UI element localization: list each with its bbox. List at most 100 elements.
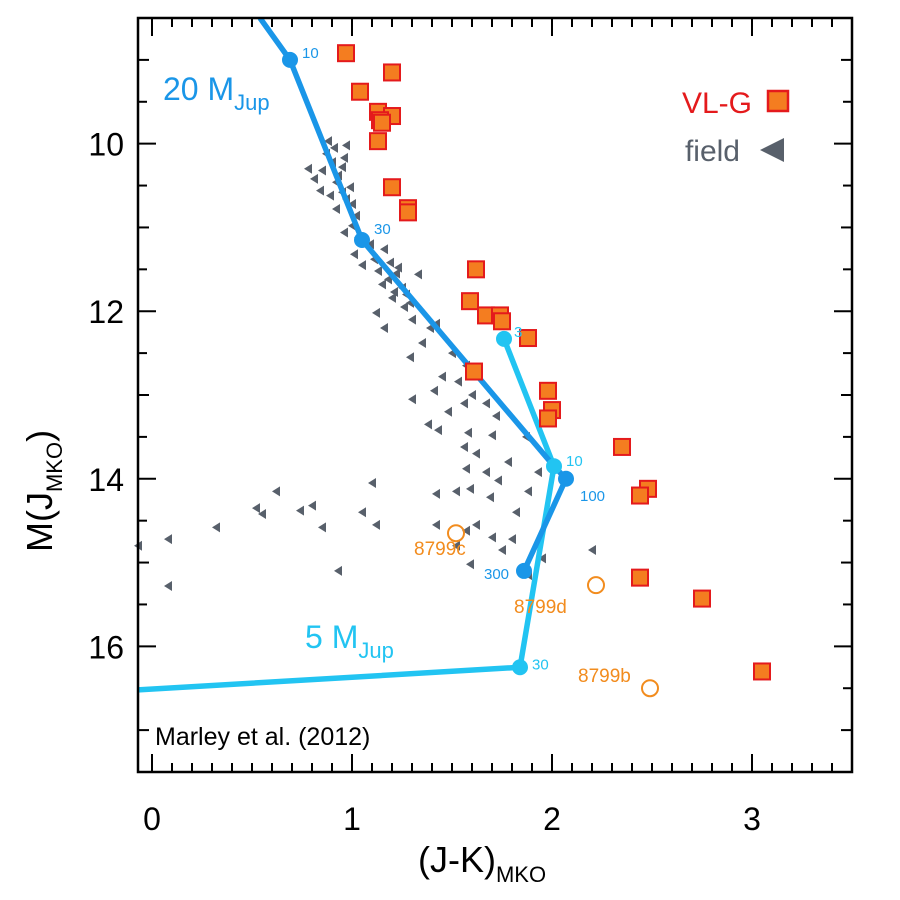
- field-point: [366, 239, 374, 250]
- field-point: [348, 198, 356, 209]
- field-point: [358, 260, 366, 271]
- field-point: [380, 244, 388, 255]
- field-point: [454, 376, 462, 387]
- plot-frame: [136, 16, 854, 774]
- field-point: [380, 322, 388, 333]
- field-point: [418, 338, 426, 349]
- field-point: [482, 398, 490, 409]
- y-tick-label: 10: [88, 127, 124, 163]
- vlg-point: [631, 568, 649, 587]
- field-point: [272, 486, 280, 497]
- field-point: [296, 505, 304, 516]
- track5-label-sub: Jup: [358, 638, 393, 663]
- field-point: [486, 492, 494, 503]
- y-axis-title-sub: MKO: [42, 442, 67, 492]
- field-point: [524, 486, 532, 497]
- track20-age-label: 10: [302, 45, 319, 62]
- field-point: [452, 486, 460, 497]
- x-tick-label: 3: [743, 801, 761, 837]
- track20-age-label: 100: [580, 488, 605, 505]
- field-point: [392, 268, 400, 279]
- field-point: [464, 427, 472, 438]
- field-point: [472, 448, 480, 459]
- vlg-point: [337, 44, 355, 63]
- annotations: 10 30 100 300 3 10 30 8799c 8799d 8799b: [302, 45, 631, 687]
- field-point: [488, 430, 496, 441]
- field-point: [588, 544, 596, 555]
- track20-age-marker: [516, 562, 532, 579]
- field-point: [400, 302, 408, 313]
- field-point: [468, 390, 476, 400]
- y-tick-label: 14: [88, 462, 124, 498]
- y-tick-label: 16: [88, 629, 124, 665]
- field-point: [414, 269, 422, 280]
- track5-age-marker: [496, 330, 512, 347]
- x-axis-title-sub: MKO: [496, 862, 546, 887]
- track20-age-marker: [558, 470, 574, 487]
- field-point: [308, 500, 316, 511]
- vlg-point: [467, 260, 485, 279]
- field-point: [504, 457, 512, 468]
- track5-age-label: 30: [532, 656, 549, 673]
- field-point: [374, 266, 382, 277]
- hr8799-point: [587, 576, 605, 595]
- vlg-point: [383, 63, 401, 82]
- field-point: [346, 182, 354, 193]
- hr8799-label: 8799c: [414, 539, 466, 560]
- field-point: [324, 136, 332, 147]
- track5-age-marker: [546, 458, 562, 475]
- field-point: [424, 419, 432, 430]
- field-point: [444, 406, 452, 417]
- track5-label-main: 5 M: [305, 619, 358, 655]
- track5-age-label: 10: [566, 453, 583, 470]
- vlg-point: [539, 381, 557, 400]
- vlg-point: [693, 589, 711, 608]
- vlg-point: [373, 113, 391, 132]
- field-point: [534, 467, 542, 478]
- field-point: [352, 210, 360, 221]
- field-point: [508, 534, 516, 545]
- field-point: [164, 534, 172, 545]
- field-point: [378, 279, 386, 290]
- track20-age-label: 30: [374, 221, 391, 238]
- track5-label: 5 MJup: [305, 619, 394, 663]
- y-axis-title: M(JMKO): [19, 430, 67, 552]
- field-point: [408, 314, 416, 325]
- vlg-point: [383, 178, 401, 197]
- field-point: [330, 142, 338, 153]
- field-point: [310, 173, 318, 184]
- hr8799-label: 8799d: [514, 597, 567, 618]
- field-point: [252, 503, 260, 514]
- field-point: [386, 257, 394, 268]
- x-axis-title-main: (J-K): [418, 839, 496, 880]
- vlg-point: [539, 409, 557, 428]
- x-tick-label: 2: [543, 801, 561, 837]
- field-point: [318, 165, 326, 176]
- field-point: [466, 559, 474, 570]
- track20-age-marker: [282, 51, 298, 68]
- field-point: [342, 140, 350, 151]
- legend-marker-field: [760, 138, 784, 162]
- model-tracks: [138, 18, 574, 693]
- track20-age-label: 300: [484, 566, 509, 583]
- field-point: [338, 162, 346, 173]
- vlg-point: [465, 362, 483, 381]
- field-point: [350, 249, 358, 260]
- legend-label-field: field: [685, 135, 740, 168]
- track20-label: 20 MJup: [163, 71, 270, 115]
- field-point: [462, 525, 470, 536]
- vlg-point: [399, 203, 417, 222]
- field-point: [212, 522, 220, 533]
- field-point: [388, 292, 396, 303]
- field-point: [372, 519, 380, 530]
- hr8799-point: [447, 524, 465, 543]
- field-point: [460, 441, 468, 452]
- y-axis-title-main: M(J: [19, 492, 60, 552]
- field-point: [164, 581, 172, 592]
- x-axis-title: (J-K)MKO: [418, 839, 546, 887]
- track5-age-label: 3: [514, 324, 522, 341]
- field-point: [334, 565, 342, 576]
- track20-label-main: 20 M: [163, 71, 234, 107]
- vlg-point: [493, 312, 511, 331]
